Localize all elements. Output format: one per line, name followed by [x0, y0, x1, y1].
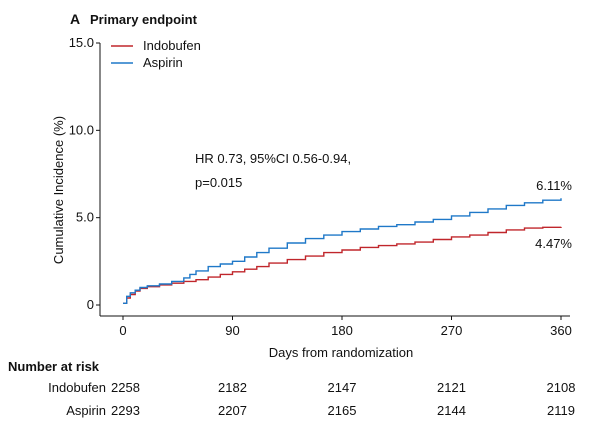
aspirin-end-label: 6.11% — [536, 178, 572, 193]
y-tick-label: 5.0 — [76, 210, 94, 225]
risk-value-indobufen: 2121 — [437, 380, 466, 395]
y-axis-label: Cumulative Incidence (%) — [51, 116, 66, 264]
risk-value-indobufen: 2147 — [328, 380, 357, 395]
x-tick-label: 270 — [441, 323, 463, 338]
risk-value-aspirin: 2165 — [328, 403, 357, 418]
x-tick-label: 360 — [550, 323, 572, 338]
risk-table-title: Number at risk — [8, 359, 100, 374]
x-tick-label: 90 — [225, 323, 239, 338]
risk-table-values: 2258 2182 2147 2121 2108 2293 2207 2165 2144 2119 — [111, 380, 575, 418]
y-ticks: 0 5.0 10.0 15.0 — [69, 35, 100, 312]
risk-value-aspirin: 2119 — [547, 403, 575, 418]
x-tick-label: 180 — [331, 323, 353, 338]
risk-row-label-aspirin: Aspirin — [66, 403, 106, 418]
series-lines — [123, 198, 562, 304]
chart-title: Primary endpoint — [90, 12, 198, 27]
x-ticks: 0 90 180 270 360 — [119, 316, 572, 338]
risk-value-indobufen: 2182 — [218, 380, 247, 395]
series-line-indobufen — [123, 226, 562, 304]
x-tick-label: 0 — [119, 323, 126, 338]
y-tick-label: 0 — [87, 297, 94, 312]
legend-label-indobufen: Indobufen — [143, 38, 201, 53]
legend-label-aspirin: Aspirin — [143, 55, 183, 70]
panel-letter: A — [70, 11, 80, 27]
y-tick-label: 15.0 — [69, 35, 94, 50]
risk-value-aspirin: 2293 — [111, 403, 140, 418]
risk-value-indobufen: 2108 — [547, 380, 576, 395]
indobufen-end-label: 4.47% — [535, 236, 572, 251]
hr-annotation-line2: p=0.015 — [195, 175, 242, 190]
x-axis-label: Days from randomization — [269, 345, 414, 360]
series-line-aspirin — [123, 198, 562, 304]
risk-value-aspirin: 2144 — [437, 403, 466, 418]
legend: Indobufen Aspirin — [111, 38, 201, 70]
risk-value-indobufen: 2258 — [111, 380, 140, 395]
risk-value-aspirin: 2207 — [218, 403, 247, 418]
y-tick-label: 10.0 — [69, 122, 94, 137]
risk-row-label-indobufen: Indobufen — [48, 380, 106, 395]
hr-annotation-line1: HR 0.73, 95%CI 0.56-0.94, — [195, 151, 351, 166]
